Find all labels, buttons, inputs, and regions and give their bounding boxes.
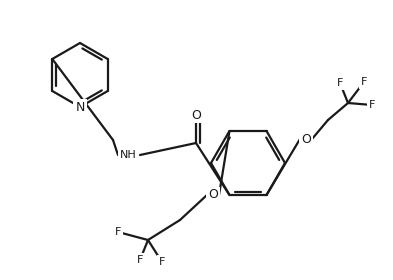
Text: O: O [191,109,201,122]
Text: O: O [301,132,311,146]
Text: N: N [75,101,84,113]
Text: F: F [137,255,143,265]
Text: F: F [115,227,121,237]
Text: F: F [159,257,165,267]
Text: F: F [361,77,367,87]
Text: O: O [208,188,218,202]
Text: F: F [369,100,375,110]
Text: F: F [337,78,343,88]
Text: NH: NH [119,150,136,160]
